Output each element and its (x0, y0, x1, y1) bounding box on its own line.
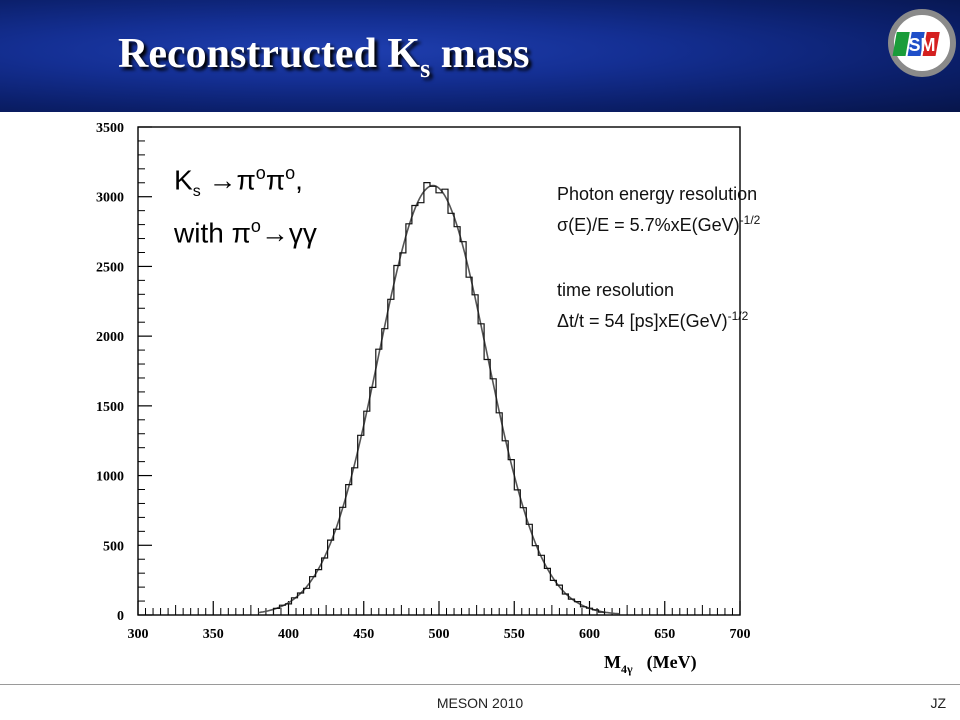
x-tick-label: 300 (128, 627, 149, 642)
x-tick-label: 350 (203, 627, 224, 642)
time-resolution-title: time resolution (557, 280, 675, 300)
gaussian-fit-curve (258, 184, 620, 615)
x-tick-label: 400 (278, 627, 299, 642)
y-tick-label: 1000 (96, 470, 124, 485)
y-tick-label: 0 (117, 609, 124, 624)
logo-text: SM (909, 35, 936, 55)
title-subscript: s (420, 54, 431, 83)
title-text: Reconstructed K (118, 31, 421, 77)
institute-logo: SM (888, 9, 956, 77)
y-tick-label: 3500 (96, 121, 124, 136)
y-tick-label: 500 (103, 539, 124, 554)
svg-text:M4γ(MeV): M4γ (MeV) (604, 652, 697, 676)
time-resolution-formula: Δt/t = 54 [ps]xE(GeV)-1/2 (557, 309, 749, 331)
x-ticks: 300 350 400 450 500 550 600 650 700 (128, 601, 751, 642)
title-text-end: mass (430, 31, 530, 77)
y-tick-label: 1500 (96, 400, 124, 415)
footer-divider (0, 684, 960, 685)
y-tick-label: 2000 (96, 330, 124, 345)
x-tick-label: 700 (730, 627, 751, 642)
reaction-line-1: Ks →πoπo, (174, 163, 303, 200)
x-tick-label: 650 (654, 627, 675, 642)
y-ticks: 0 500 1000 1500 2000 2500 3000 3500 (96, 121, 152, 624)
y-tick-label: 3000 (96, 191, 124, 206)
reaction-line-2: with πo→γγ (174, 215, 317, 249)
energy-resolution-formula: σ(E)/E = 5.7%xE(GeV)-1/2 (557, 213, 761, 235)
x-axis-label: M4γ (MeV) (604, 652, 697, 676)
footer-conference: MESON 2010 (436, 695, 524, 711)
x-tick-label: 550 (504, 627, 525, 642)
x-tick-label: 450 (353, 627, 374, 642)
reaction-annotation: Ks →πoπo, with πo→γγ (174, 156, 317, 250)
title-banner: Reconstructed Ks mass SM (0, 0, 960, 112)
histogram-steps (272, 182, 606, 615)
slide-title: Reconstructed Ks mass (118, 30, 529, 84)
x-tick-label: 500 (429, 627, 450, 642)
x-tick-label: 600 (579, 627, 600, 642)
energy-resolution-title: Photon energy resolution (557, 184, 758, 204)
footer-initials: JZ (930, 695, 946, 711)
y-tick-label: 2500 (96, 260, 124, 275)
